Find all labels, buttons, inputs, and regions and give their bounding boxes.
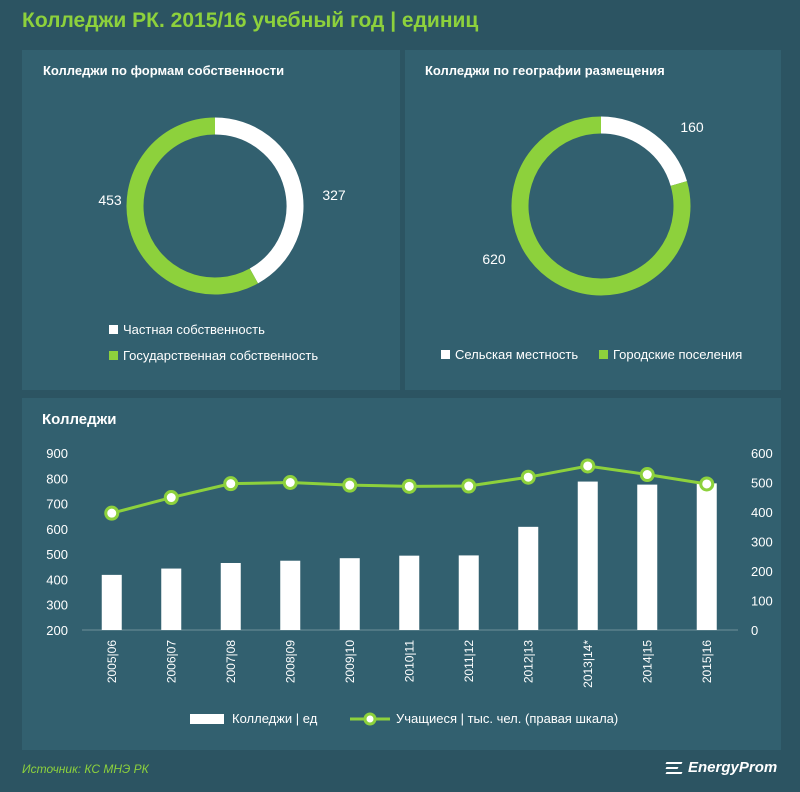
y-right-tick-label: 100	[751, 594, 773, 609]
point-students	[580, 458, 596, 474]
x-tick-label: 2009|10	[343, 640, 357, 683]
x-tick-label: 2010|11	[402, 640, 416, 683]
colleges-chart-title: Колледжи	[42, 411, 117, 428]
bar-colleges	[280, 560, 301, 630]
legend-label-colleges: Колледжи | ед	[232, 711, 318, 726]
bar-colleges	[458, 555, 479, 630]
bar-colleges	[101, 574, 122, 630]
legend-item-students: Учащиеся | тыс. чел. (правая шкала)	[350, 711, 618, 726]
x-tick-label: 2013|14*	[581, 640, 595, 688]
x-tick-label: 2006|07	[164, 640, 178, 683]
donut1-slice-1	[511, 116, 691, 296]
bar-colleges	[577, 481, 598, 630]
bar-colleges	[161, 568, 182, 630]
x-tick-label: 2014|15	[640, 640, 654, 683]
legend-swatch-private	[109, 325, 118, 334]
y-left-tick-label: 800	[46, 471, 68, 486]
legend-label-private: Частная собственность	[123, 322, 265, 337]
legend-label-students: Учащиеся | тыс. чел. (правая шкала)	[396, 711, 619, 726]
y-right-tick-label: 300	[751, 535, 773, 550]
brand-icon	[665, 761, 684, 775]
y-left-tick-label: 600	[46, 522, 68, 537]
point-students	[342, 477, 358, 493]
bar-colleges	[399, 555, 420, 630]
y-left-tick-label: 900	[46, 446, 68, 461]
legend-swatch-state	[109, 351, 118, 360]
bar-colleges	[696, 483, 717, 630]
legend-swatch-colleges	[190, 713, 224, 724]
legend-label-urban: Городские поселения	[613, 347, 743, 362]
x-tick-label: 2005|06	[105, 640, 119, 683]
bar-colleges	[220, 562, 241, 630]
bar-colleges	[518, 526, 539, 630]
legend-item-colleges: Колледжи | ед	[190, 711, 317, 726]
legend-swatch-urban	[599, 350, 608, 359]
geography-panel: Колледжи по географии размещения 160 620 …	[405, 50, 781, 390]
y-left-tick-label: 200	[46, 623, 68, 638]
point-students	[461, 478, 477, 494]
brand-name: EnergyProm	[688, 759, 778, 776]
legend-item-private: Частная собственность	[109, 322, 265, 337]
geography-chart-title: Колледжи по географии размещения	[425, 63, 665, 78]
y-left-tick-label: 500	[46, 547, 68, 562]
x-tick-label: 2011|12	[462, 640, 476, 683]
legend-item-rural: Сельская местность	[441, 347, 578, 362]
y-right-tick-label: 200	[751, 564, 773, 579]
donut0-slice-0	[214, 117, 304, 284]
x-tick-label: 2007|08	[224, 640, 238, 683]
ownership-chart-title: Колледжи по формам собственности	[43, 63, 285, 78]
donut0-value-label-1: 453	[98, 192, 122, 208]
donut0-value-label-0: 327	[322, 187, 346, 203]
x-tick-label: 2012|13	[521, 640, 535, 683]
ownership-panel: Колледжи по формам собственности 327 453 …	[22, 50, 400, 390]
donut1-slice-0	[600, 116, 687, 187]
y-left-tick-label: 700	[46, 497, 68, 512]
donut1-value-label-1: 620	[482, 251, 506, 267]
point-students	[401, 478, 417, 494]
point-students	[520, 469, 536, 485]
y-right-tick-label: 600	[751, 446, 773, 461]
point-students	[639, 467, 655, 483]
page-title: Колледжи РК. 2015/16 учебный год | едини…	[22, 9, 479, 32]
x-tick-label: 2008|09	[283, 640, 297, 683]
point-students	[223, 476, 239, 492]
y-right-tick-label: 500	[751, 476, 773, 491]
point-students	[163, 490, 179, 506]
legend-item-state: Государственная собственность	[109, 348, 318, 363]
y-left-tick-label: 400	[46, 572, 68, 587]
donut1-value-label-0: 160	[680, 119, 704, 135]
y-right-tick-label: 400	[751, 505, 773, 520]
ownership-donut-chart: 327 453	[98, 117, 346, 295]
bar-colleges	[339, 558, 360, 630]
y-left-tick-label: 300	[46, 598, 68, 613]
legend-swatch-students	[350, 712, 390, 725]
point-students	[282, 475, 298, 490]
x-tick-label: 2015|16	[700, 640, 714, 683]
bar-colleges	[637, 484, 658, 630]
legend-item-urban: Городские поселения	[599, 347, 742, 362]
donut0-slice-1	[126, 117, 258, 295]
brand-logo: EnergyProm	[665, 759, 778, 776]
y-right-tick-label: 0	[751, 623, 758, 638]
legend-swatch-rural	[441, 350, 450, 359]
point-students	[104, 505, 120, 521]
legend-label-state: Государственная собственность	[123, 348, 319, 363]
geography-donut-chart: 160 620	[482, 116, 704, 296]
legend-label-rural: Сельская местность	[455, 347, 579, 362]
source-note: Источник: КС МНЭ РК	[22, 762, 149, 776]
point-students	[699, 476, 715, 492]
